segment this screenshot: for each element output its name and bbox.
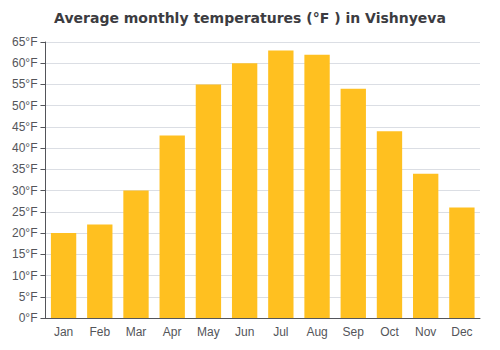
svg-text:Apr: Apr <box>163 325 182 339</box>
svg-text:Feb: Feb <box>89 325 110 339</box>
svg-text:25°F: 25°F <box>12 205 37 219</box>
svg-text:5°F: 5°F <box>19 290 38 304</box>
svg-text:15°F: 15°F <box>12 247 37 261</box>
svg-text:65°F: 65°F <box>12 35 37 49</box>
svg-text:55°F: 55°F <box>12 77 37 91</box>
svg-text:Jul: Jul <box>273 325 288 339</box>
svg-text:50°F: 50°F <box>12 99 37 113</box>
svg-text:10°F: 10°F <box>12 269 37 283</box>
svg-text:0°F: 0°F <box>19 311 38 325</box>
svg-text:60°F: 60°F <box>12 56 37 70</box>
svg-text:Nov: Nov <box>415 325 436 339</box>
svg-text:Sep: Sep <box>343 325 365 339</box>
svg-text:45°F: 45°F <box>12 120 37 134</box>
svg-text:Oct: Oct <box>380 325 399 339</box>
svg-text:20°F: 20°F <box>12 226 37 240</box>
svg-text:Mar: Mar <box>126 325 147 339</box>
svg-text:Jun: Jun <box>235 325 254 339</box>
svg-text:Dec: Dec <box>451 325 472 339</box>
svg-text:40°F: 40°F <box>12 141 37 155</box>
svg-text:Average monthly temperatures (: Average monthly temperatures (°F ) in Vi… <box>54 10 446 26</box>
svg-text:35°F: 35°F <box>12 162 37 176</box>
svg-text:Jan: Jan <box>54 325 73 339</box>
svg-text:Aug: Aug <box>306 325 327 339</box>
svg-text:30°F: 30°F <box>12 184 37 198</box>
svg-text:May: May <box>197 325 220 339</box>
